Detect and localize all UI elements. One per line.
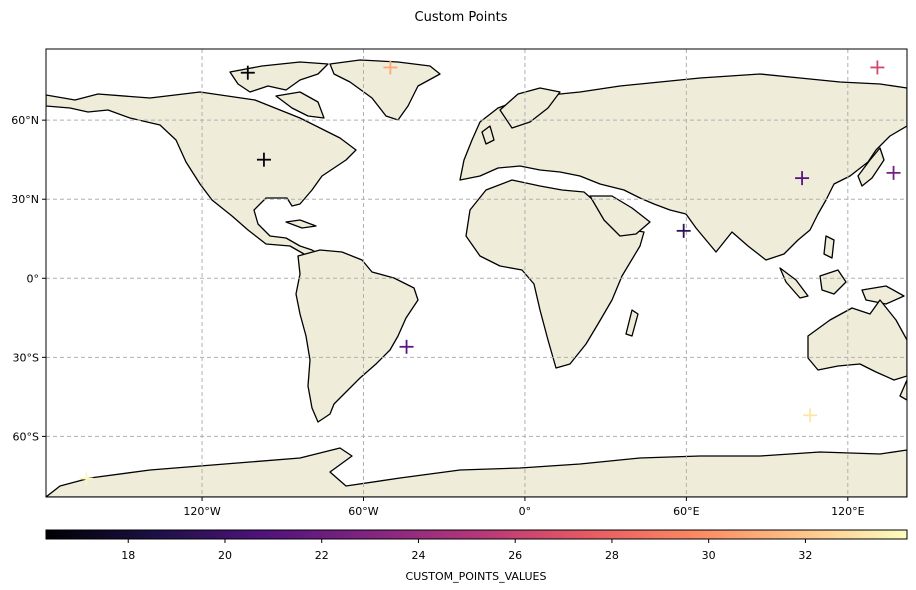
x-tick-label: 0° [519, 505, 532, 518]
figure-title: Custom Points [415, 10, 508, 25]
point-marker [676, 223, 691, 238]
landmass-africa [465, 179, 645, 369]
map-frame [45, 48, 908, 498]
y-tick-label: 60°N [11, 114, 39, 127]
graticule [46, 49, 907, 497]
landmass-sumatra [779, 267, 809, 299]
colorbar-tick-label: 30 [702, 549, 716, 562]
point-marker [399, 339, 414, 354]
x-tick-label: 60°W [348, 505, 378, 518]
colorbar-tick-label: 18 [121, 549, 135, 562]
colorbar-tick-label: 32 [798, 549, 812, 562]
landmass-australia [807, 299, 907, 381]
landmass-cuba [285, 219, 317, 229]
landmass-south-america [295, 249, 419, 423]
landmass-madagascar [625, 309, 639, 337]
point-marker [795, 171, 810, 186]
y-tick-labels: 60°N 30°N 0° 30°S 60°S [11, 114, 46, 443]
y-tick-label: 30°S [13, 351, 39, 364]
colorbar-label: CUSTOM_POINTS_VALUES [406, 570, 547, 583]
landmass-philippines [823, 235, 835, 259]
point-marker [256, 152, 271, 167]
landmass-new-guinea [861, 285, 905, 305]
landmass-borneo [819, 269, 847, 295]
landmass-japan [857, 147, 885, 187]
colorbar: 18 20 22 24 26 28 30 32 CUSTOM_POINTS_VALUES [45, 529, 908, 583]
point-marker [803, 408, 818, 423]
y-tick-label: 0° [27, 272, 40, 285]
y-tick-label: 60°S [13, 430, 39, 443]
landmass-greenland [329, 59, 441, 121]
y-tick-label: 30°N [11, 193, 39, 206]
point-marker [383, 60, 398, 75]
x-tick-label: 120°W [183, 505, 220, 518]
colorbar-gradient [45, 529, 908, 540]
colorbar-tick-label: 28 [605, 549, 619, 562]
x-tick-label: 60°E [673, 505, 699, 518]
colorbar-tick-label: 22 [315, 549, 329, 562]
point-marker [79, 471, 94, 486]
landmass-new-zealand [899, 379, 907, 401]
colorbar-tick-label: 24 [411, 549, 425, 562]
point-marker [886, 165, 901, 180]
landmass-north-america [46, 91, 357, 257]
colorbar-tick-label: 20 [218, 549, 232, 562]
point-marker [240, 65, 255, 80]
landmass-britain [481, 125, 495, 145]
point-marker [870, 60, 885, 75]
landmass-scandinavia [499, 87, 561, 129]
landmass-arabia [589, 195, 651, 237]
landmass-antarctica [46, 447, 907, 497]
colorbar-ticks: 18 20 22 24 26 28 30 32 [121, 539, 812, 562]
landmass-arctic-islands [229, 61, 329, 93]
custom-points [79, 60, 901, 486]
colorbar-tick-label: 26 [508, 549, 522, 562]
x-tick-label: 120°E [831, 505, 864, 518]
landmass-baffin [275, 91, 325, 119]
x-tick-labels: 120°W 60°W 0° 60°E 120°E [183, 497, 865, 518]
